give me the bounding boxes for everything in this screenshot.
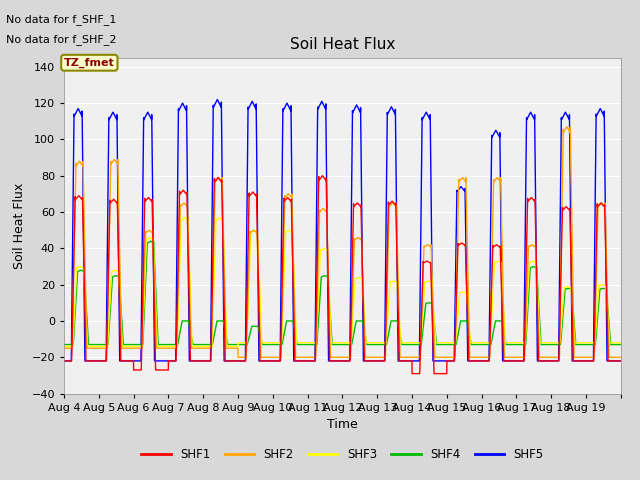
Y-axis label: Soil Heat Flux: Soil Heat Flux <box>13 182 26 269</box>
Text: No data for f_SHF_2: No data for f_SHF_2 <box>6 34 117 45</box>
SHF5 <box>523 115 531 120</box>
SHF2 <box>537 354 545 360</box>
SHF5 <box>214 96 221 102</box>
SHF1 <box>60 358 68 364</box>
SHF2 <box>234 354 242 360</box>
Line: SHF1: SHF1 <box>64 176 621 373</box>
SHF4 <box>617 342 625 348</box>
SHF4 <box>537 339 545 345</box>
Line: SHF4: SHF4 <box>64 241 621 345</box>
SHF1 <box>319 173 326 179</box>
SHF1 <box>364 358 371 364</box>
SHF5 <box>617 358 625 364</box>
Text: TZ_fmet: TZ_fmet <box>64 58 115 68</box>
SHF1 <box>393 256 401 262</box>
SHF4 <box>495 318 503 324</box>
SHF5 <box>60 358 68 364</box>
Line: SHF3: SHF3 <box>64 217 621 347</box>
SHF4 <box>393 318 401 324</box>
SHF5 <box>364 358 371 364</box>
SHF3 <box>60 344 68 349</box>
SHF1 <box>537 358 545 364</box>
SHF2 <box>175 239 183 244</box>
Line: SHF2: SHF2 <box>64 127 621 357</box>
Line: SHF5: SHF5 <box>64 99 621 361</box>
SHF5 <box>175 107 183 112</box>
Text: No data for f_SHF_1: No data for f_SHF_1 <box>6 14 116 25</box>
SHF2 <box>393 229 401 235</box>
SHF4 <box>176 332 184 337</box>
SHF1 <box>617 358 625 364</box>
SHF1 <box>495 244 503 250</box>
SHF3 <box>537 340 545 346</box>
SHF3 <box>495 259 503 264</box>
X-axis label: Time: Time <box>327 418 358 431</box>
SHF3 <box>523 314 531 320</box>
SHF1 <box>175 194 183 200</box>
SHF4 <box>147 238 154 244</box>
SHF3 <box>364 340 371 346</box>
Legend: SHF1, SHF2, SHF3, SHF4, SHF5: SHF1, SHF2, SHF3, SHF4, SHF5 <box>136 443 548 466</box>
SHF2 <box>364 354 371 360</box>
Title: Soil Heat Flux: Soil Heat Flux <box>290 37 395 52</box>
SHF1 <box>523 241 531 247</box>
SHF3 <box>180 215 188 220</box>
SHF1 <box>408 371 416 376</box>
SHF4 <box>60 342 68 348</box>
SHF5 <box>495 133 503 139</box>
SHF5 <box>393 250 401 256</box>
SHF3 <box>617 340 625 346</box>
SHF2 <box>495 177 503 183</box>
SHF4 <box>523 328 531 334</box>
SHF3 <box>393 281 401 287</box>
SHF5 <box>537 358 545 364</box>
SHF2 <box>523 300 531 306</box>
SHF2 <box>617 354 625 360</box>
SHF3 <box>175 273 183 278</box>
SHF2 <box>563 124 571 130</box>
SHF2 <box>60 345 68 351</box>
SHF4 <box>364 342 371 348</box>
